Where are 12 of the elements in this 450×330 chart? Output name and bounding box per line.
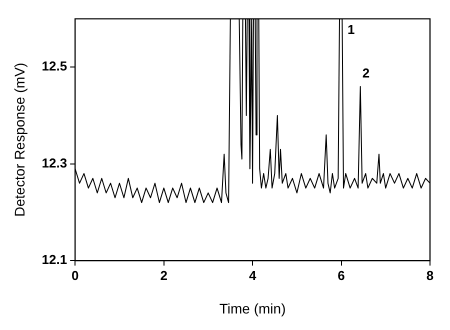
y-tick-label: 12.5	[42, 58, 68, 74]
x-axis-title: Time (min)	[219, 300, 286, 316]
x-tick-label: 4	[248, 268, 257, 283]
y-tick-label: 12.3	[42, 155, 68, 170]
y-axis-title: Detector Response (mV)	[11, 62, 28, 217]
x-tick-label: 8	[426, 268, 434, 283]
y-tick-label: 12.1	[42, 252, 68, 268]
annotation: 2	[362, 66, 370, 81]
annotation: 1	[347, 22, 355, 38]
x-tick-label: 2	[160, 268, 168, 283]
x-tick-label: 6	[338, 268, 345, 283]
x-tick-label: 0	[71, 268, 79, 283]
